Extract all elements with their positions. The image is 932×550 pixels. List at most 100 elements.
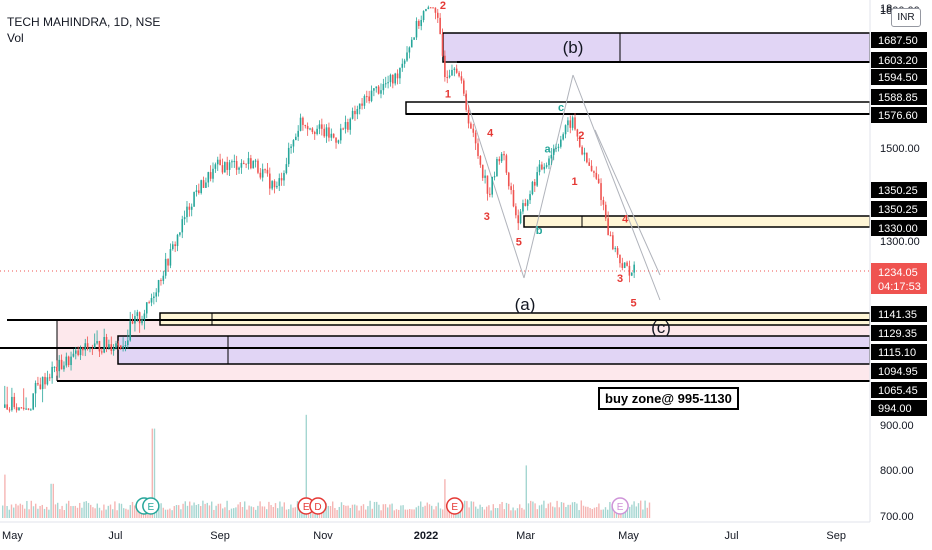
- volume-bar: [68, 500, 70, 518]
- candle: [406, 52, 408, 61]
- volume-bar: [114, 501, 116, 518]
- candle: [179, 232, 181, 235]
- volume-label: Vol: [7, 31, 24, 45]
- y-tick-1: 1500.00: [880, 143, 920, 155]
- candle: [13, 396, 16, 408]
- volume-bar: [574, 502, 576, 518]
- candle: [392, 74, 394, 84]
- candle: [214, 164, 217, 169]
- volume-bar: [292, 507, 294, 518]
- volume-bar: [270, 505, 272, 518]
- volume-bar: [446, 506, 448, 518]
- volume-bar: [541, 504, 543, 518]
- volume-bar: [6, 505, 8, 518]
- event-marker-4: E: [451, 502, 458, 513]
- volume-bar: [200, 506, 202, 518]
- candle: [6, 404, 8, 410]
- volume-bar: [591, 508, 593, 518]
- candle: [543, 166, 546, 170]
- volume-bar: [343, 505, 345, 518]
- volume-bar: [105, 509, 107, 518]
- candle: [34, 382, 37, 394]
- candle: [226, 162, 229, 170]
- volume-bar: [189, 501, 191, 518]
- volume-bar: [356, 505, 358, 518]
- volume-bar: [367, 506, 369, 518]
- volume-bar: [277, 508, 279, 518]
- volume-bar: [175, 505, 178, 518]
- volume-bar: [92, 507, 94, 518]
- price-tag-6: 1350.25: [878, 204, 918, 216]
- candle: [387, 82, 389, 84]
- x-tick-8: Sep: [826, 530, 846, 542]
- currency-badge[interactable]: INR: [891, 8, 921, 27]
- volume-bar: [244, 501, 246, 518]
- volume-bar: [43, 508, 46, 518]
- candle: [420, 20, 423, 27]
- volume-bar: [543, 500, 545, 518]
- price-tag-bg-0: [871, 32, 927, 48]
- volume-bar: [325, 502, 327, 518]
- candle: [74, 350, 77, 354]
- volume-bar: [52, 483, 54, 518]
- volume-bar: [116, 510, 118, 518]
- volume-bar: [481, 506, 483, 518]
- candle: [382, 84, 385, 91]
- candle: [600, 183, 602, 201]
- candle: [569, 120, 572, 128]
- volume-bar: [76, 507, 79, 518]
- volume-bar: [332, 501, 334, 518]
- volume-bar: [246, 509, 248, 518]
- candle: [418, 20, 420, 27]
- volume-bar: [263, 506, 266, 518]
- volume-bar: [169, 508, 171, 518]
- volume-bar: [222, 508, 224, 518]
- candle: [119, 345, 122, 349]
- candle: [53, 366, 56, 368]
- volume-bar: [235, 507, 237, 518]
- buy-zone-note: buy zone@ 995-1130: [598, 387, 739, 410]
- volume-bar: [184, 501, 186, 518]
- volume-bar: [629, 506, 631, 518]
- candle: [339, 128, 342, 141]
- candle: [470, 123, 472, 129]
- candle: [224, 162, 226, 173]
- candle: [380, 90, 382, 94]
- volume-bar: [582, 505, 585, 518]
- volume-bar: [552, 506, 554, 518]
- volume-bar: [85, 501, 87, 518]
- volume-bar: [296, 501, 299, 518]
- candle: [621, 263, 624, 268]
- candle: [515, 206, 517, 216]
- candle: [82, 347, 84, 351]
- volume-bar: [46, 506, 48, 518]
- volume-bar: [255, 509, 257, 518]
- candle: [463, 80, 465, 94]
- wave-label-2: 3: [484, 211, 490, 223]
- volume-bar: [466, 501, 468, 518]
- candle: [268, 173, 271, 189]
- volume-bar: [153, 428, 156, 518]
- volume-bar: [160, 503, 162, 518]
- candle: [604, 204, 607, 219]
- volume-bar: [411, 509, 413, 518]
- candle: [505, 155, 508, 173]
- volume-bar: [131, 501, 134, 518]
- volume-bar: [213, 509, 215, 518]
- candle: [134, 316, 136, 324]
- candle: [202, 180, 205, 188]
- wave-label-6: 2: [578, 130, 584, 142]
- candle: [562, 134, 564, 140]
- volume-bar: [349, 508, 351, 518]
- volume-bar: [532, 501, 534, 518]
- candle: [373, 88, 375, 91]
- volume-bar: [19, 503, 21, 518]
- candle: [304, 124, 307, 127]
- candle: [446, 77, 449, 79]
- zone-label-1: (b): [563, 38, 584, 57]
- volume-bar: [422, 506, 424, 518]
- price-tag-bg-4: [871, 107, 927, 123]
- volume-bar: [391, 503, 393, 518]
- candle: [273, 181, 276, 188]
